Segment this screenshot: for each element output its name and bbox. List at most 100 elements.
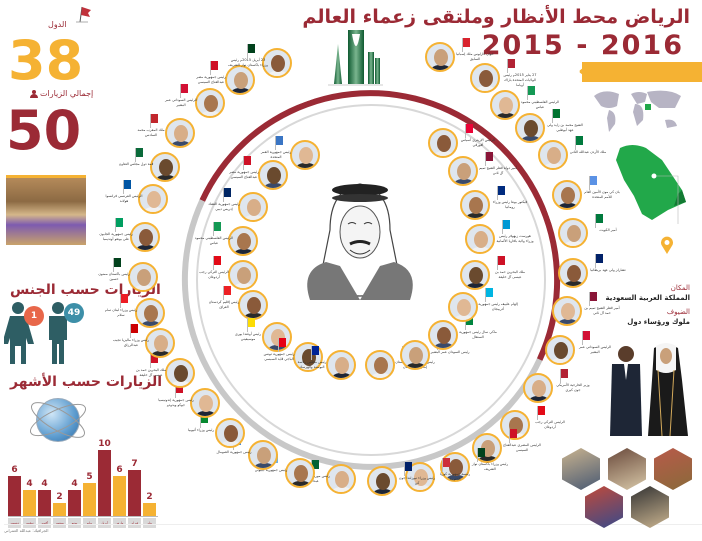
leader-caption: رئيس جمهورية تونس الباجي قايد السبسي [263, 352, 295, 361]
orbit-plane-icon [29, 402, 87, 438]
bar-fill [23, 490, 36, 516]
place-value: المملكة العربية السعودية [605, 294, 690, 302]
leader-portrait [470, 63, 500, 93]
chart-bar: 10 [98, 438, 111, 516]
visits-label: إجمالي الزيارات [40, 89, 94, 98]
leader-caption: أمير الكويت [599, 228, 617, 232]
bar-value: 7 [131, 459, 138, 469]
korea-flag-icon [442, 458, 450, 472]
leader-portrait [326, 350, 356, 380]
chad-flag-icon [223, 188, 231, 202]
meeting-photo [6, 175, 86, 245]
countries-count: 38 [8, 29, 84, 92]
leader-caption: الرئيس السوداني عمر البشير [578, 345, 612, 354]
malaysia-flag-icon [130, 324, 138, 338]
spain-flag-icon [462, 38, 470, 52]
leader-caption: رئيس جمهورية إندونيسيا جوكو ويدودو [158, 398, 194, 407]
leader-portrait [128, 262, 158, 292]
king-portrait-sketch [307, 183, 413, 300]
leader-caption: رئيس وزراء ماليزيا نجيب عبدالرزاق [113, 338, 149, 347]
leader-caption: الشيخ محمد بن زايد ولي عهد أبوظبي [547, 123, 583, 132]
flag-icon [76, 6, 91, 23]
kurdistan-flag-icon [223, 286, 231, 300]
egypt-flag-icon [243, 156, 251, 170]
guests-value: ملوك ورؤساء دول [627, 318, 690, 326]
leader-portrait [405, 462, 435, 492]
bar-fill [53, 503, 66, 516]
leader-caption: الرئيس التركي رجب أردوغان [199, 270, 229, 279]
leader-portrait [165, 358, 195, 388]
leader-caption: أمير دولة قطر الشيخ تميم آل ثاني [479, 166, 517, 175]
france-flag-icon [123, 180, 131, 194]
bar-month-label: أكتوبر [38, 518, 51, 528]
egypt-flag-icon [210, 61, 218, 75]
leader-portrait [145, 328, 175, 358]
leader-caption: أمير قطر الشيخ تميم بن حمد آل ثاني [584, 306, 620, 315]
leader-portrait [400, 340, 430, 370]
leader-caption: رئيس وزراء لبنان تمام سلام [104, 308, 138, 317]
leader-caption: رئيس إقليم كردستان العراق [208, 300, 240, 309]
leader-caption: رئيس وزراء باكستان نواز الشريف [471, 462, 509, 471]
male-figure-icon [49, 302, 67, 364]
morocco-flag-icon [150, 114, 158, 128]
bar-month-label: سبتمبر [53, 518, 66, 528]
leader-portrait [228, 226, 258, 256]
leader-caption: رئيس جمهورية مصر عبدالفتاح السيسي [229, 170, 259, 179]
bar-month-label: نوفمبر [23, 518, 36, 528]
bar-month-label: أبريل [98, 518, 111, 528]
bar-month-label: يونيو [68, 518, 81, 528]
bar-fill [143, 503, 156, 516]
leader-portrait [545, 335, 575, 365]
gabon-flag-icon [115, 218, 123, 232]
leader-portrait [428, 320, 458, 350]
place-label: المكان [670, 284, 690, 292]
leader-caption: رئيس أوغندا يوري موسيفيني [235, 332, 261, 341]
leader-caption: ملك البحرين حمد بن عيسى آل خليفة [136, 368, 166, 377]
leader-portrait [326, 464, 356, 494]
bar-value: 10 [98, 439, 111, 449]
uganda-flag-icon [247, 318, 255, 332]
leader-portrait [262, 48, 292, 78]
leader-caption: 27 يناير 2015م رئيس الولايات المتحدة بار… [503, 73, 537, 87]
palestine-flag-icon [213, 222, 221, 236]
footer-credit: الجرافيك: عبدالله العمراني [4, 528, 49, 533]
azerbaijan-flag-icon [485, 288, 493, 302]
leader-portrait [135, 298, 165, 328]
obama-king-salman-photo [610, 343, 688, 437]
leader-portrait [523, 373, 553, 403]
kuwait-flag-icon [595, 214, 603, 228]
leader-caption: فيكتور بونتا رئيس وزراء رومانيا [492, 200, 528, 209]
leader-portrait [130, 222, 160, 252]
nz-flag-icon [404, 462, 412, 476]
photo-hex-2 [608, 448, 646, 490]
bar-value: 6 [11, 465, 18, 475]
bar-month-label: مارس [113, 518, 126, 528]
leader-portrait [490, 90, 520, 120]
leader-caption: الرئيس السوداني عمر البشير [164, 98, 198, 107]
female-figure-icon [4, 302, 34, 364]
photo-hex-1 [562, 448, 600, 490]
world-map-icon [594, 90, 681, 132]
leader-portrait [515, 113, 545, 143]
months-chart-title: الزيارات حسب الأشهر [10, 374, 163, 390]
photo-hex-3 [654, 448, 692, 490]
visits-count: 50 [6, 99, 82, 162]
chart-bar: 4 [38, 478, 51, 516]
leader-caption: رئيس جمهورية الصومال [216, 450, 252, 454]
leader-portrait [138, 184, 168, 214]
bosnia-flag-icon [311, 346, 319, 360]
bar-fill [113, 476, 126, 516]
leader-portrait [460, 190, 490, 220]
leader-caption: الرئيس المصري عبدالفتاح السيسي [503, 443, 541, 452]
leader-portrait [248, 440, 278, 470]
usa-flag-icon [507, 59, 515, 73]
un-flag-icon [589, 176, 597, 190]
bar-month-label: يناير [143, 518, 156, 528]
location-pin-icon [661, 236, 673, 254]
bar-fill [83, 483, 96, 516]
chart-bar: 4 [23, 478, 36, 516]
leader-portrait [448, 292, 478, 322]
bar-value: 2 [146, 492, 153, 502]
inner-ring [196, 104, 546, 456]
turkey-flag-icon [537, 406, 545, 420]
